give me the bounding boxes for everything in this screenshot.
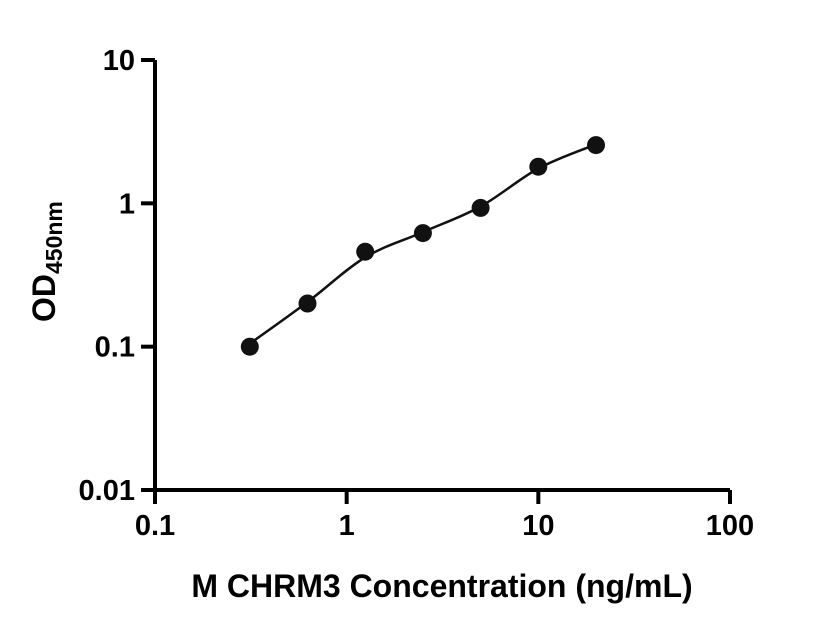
y-axis-label: OD450nm <box>26 201 67 322</box>
y-axis-label-subscript: 450nm <box>41 201 67 274</box>
data-point <box>356 242 375 261</box>
data-point <box>529 157 548 176</box>
y-tick-label: 1 <box>119 188 135 220</box>
data-point <box>587 136 605 155</box>
data-point <box>471 198 490 217</box>
x-tick-label: 100 <box>706 510 754 542</box>
y-tick-label: 0.1 <box>95 332 135 364</box>
x-axis-label: M CHRM3 Concentration (ng/mL) <box>191 568 692 604</box>
data-point <box>240 337 259 356</box>
axis-spines <box>153 60 730 492</box>
x-tick-label: 1 <box>339 510 355 542</box>
x-tick-label: 10 <box>522 510 554 542</box>
y-axis-label-main: OD <box>26 274 62 322</box>
x-tick-label: 0.1 <box>135 510 175 542</box>
data-point <box>413 224 432 243</box>
fit-curve <box>249 143 597 345</box>
data-point <box>298 294 317 313</box>
y-tick-label: 10 <box>103 45 135 77</box>
y-tick-label: 0.01 <box>79 475 135 507</box>
